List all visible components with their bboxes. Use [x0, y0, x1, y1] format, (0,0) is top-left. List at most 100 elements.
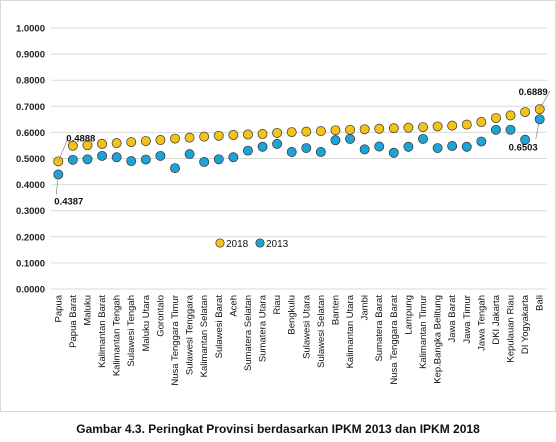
point-2018-kep-bangka-belitung [432, 121, 443, 132]
y-tick-label: 0.1000 [16, 258, 45, 269]
point-2013-jawa-timur [461, 141, 472, 152]
point-2013-sulawesi-tenggara [184, 149, 195, 160]
x-tick-label: Papua Barat [68, 295, 79, 348]
point-2018-banten [330, 125, 341, 136]
point-2013-jawa-tengah [476, 136, 487, 147]
point-2013-riau [272, 138, 283, 149]
point-2018-sulawesi-utara [301, 126, 312, 137]
point-2018-sulawesi-tenggara [184, 132, 195, 143]
x-tick-label: Sumatera Barat [374, 295, 385, 362]
x-tick-label: Nusa Tenggara Barat [389, 295, 400, 385]
x-tick-label: Jawa Timur [462, 295, 473, 344]
gridlines [51, 27, 547, 290]
legend: 2018 2013 [215, 238, 289, 250]
annotation-label: 0.4387 [54, 196, 83, 207]
y-tick-label: 0.8000 [16, 76, 45, 87]
point-2013-kep-bangka-belitung [432, 143, 443, 154]
point-2018-maluku-utara [140, 136, 151, 146]
y-tick-label: 0.0000 [16, 285, 45, 296]
annotation-label: 0.4888 [66, 133, 95, 144]
x-tick-label: Jawa Tengah [476, 295, 487, 351]
x-tick-label: Sulawesi Utara [301, 294, 312, 359]
y-tick-label: 0.2000 [16, 232, 45, 243]
x-tick-label: Kalimantan Selatan [199, 295, 210, 377]
point-2013-sulawesi-utara [301, 143, 312, 154]
x-tick-label: Sumatera Utara [258, 294, 269, 362]
point-2018-jawa-timur [461, 119, 472, 130]
point-2013-papua-barat [67, 154, 78, 165]
x-tick-label: Kalimantan Utara [345, 294, 356, 368]
y-tick-label: 0.5000 [16, 154, 45, 165]
x-tick-label: Lampung [403, 295, 414, 335]
point-2013-nusa-tenggara-timur [170, 163, 180, 174]
y-axis-ticks: 0.0000 0.1000 0.2000 0.3000 0.4000 0.5000 0.60… [16, 24, 45, 296]
point-2018-maluku [82, 140, 93, 151]
annotation-label: 0.6889 [519, 87, 548, 98]
point-2018-sulawesi-barat [213, 130, 224, 141]
point-2018-dki-jakarta [490, 113, 501, 123]
point-2013-maluku [82, 154, 93, 165]
point-2018-jawa-tengah [476, 117, 487, 127]
point-2018-sumatera-utara [257, 129, 268, 139]
annotation-leader [535, 119, 541, 140]
x-tick-label: DI Yogyakarta [520, 294, 531, 354]
x-tick-label: Kep.Bangka Belitung [433, 295, 444, 384]
point-2013-jambi [359, 144, 370, 155]
legend-marker-2013 [255, 238, 265, 248]
point-2018-papua-barat [67, 140, 78, 151]
x-tick-label: Jambi [360, 295, 371, 320]
x-tick-label: Kepulauan Riau [506, 295, 517, 363]
legend-marker-2018 [215, 238, 225, 248]
point-2013-sulawesi-selatan [315, 147, 326, 157]
point-2013-sulawesi-barat [213, 154, 224, 165]
point-2018-sulawesi-selatan [315, 126, 326, 137]
legend-label-2013: 2013 [266, 239, 289, 250]
point-2018-sulawesi-tengah [126, 137, 137, 148]
x-tick-label: Nusa Tenggara Timur [170, 295, 181, 386]
y-tick-label: 0.4000 [16, 180, 45, 191]
x-tick-label: Bengkulu [287, 295, 298, 335]
point-2013-sumatera-barat [374, 141, 385, 152]
point-2013-sumatera-utara [257, 141, 268, 152]
point-2018-riau [272, 127, 283, 138]
point-2013-bengkulu [286, 147, 297, 157]
point-2018-kalimantan-barat [97, 138, 108, 149]
x-tick-label: DKI Jakarta [491, 294, 502, 344]
point-2013-gorontalo [155, 150, 166, 161]
point-2013-maluku-utara [140, 154, 151, 165]
data-points [53, 104, 545, 180]
point-2018-kalimantan-tengah [111, 138, 122, 149]
point-2013-di-yogyakarta [520, 134, 531, 145]
x-tick-label: Maluku [82, 295, 93, 326]
point-2013-kepulauan-riau [505, 124, 516, 135]
x-tick-label: Kalimantan Timur [418, 295, 429, 369]
point-2018-kalimantan-selatan [199, 131, 210, 142]
x-tick-label: Sulawesi Tengah [126, 295, 137, 367]
x-tick-label: Papua [53, 294, 64, 322]
point-2018-lampung [403, 122, 414, 133]
x-tick-label: Sumatera Selatan [243, 295, 254, 371]
ipkm-chart: 0.0000 0.1000 0.2000 0.3000 0.4000 0.5000 0.60… [16, 24, 551, 386]
point-2013-kalimantan-selatan [199, 156, 210, 167]
point-2018-nusa-tenggara-barat [388, 123, 399, 134]
y-tick-label: 0.3000 [16, 206, 45, 217]
point-2018-gorontalo [155, 135, 166, 145]
x-tick-label: Jawa Barat [447, 295, 458, 343]
y-tick-label: 1.0000 [16, 24, 45, 35]
point-2018-jambi [359, 124, 370, 135]
x-tick-label: Kalimantan Tengah [112, 295, 123, 376]
figure-caption: Gambar 4.3. Peringkat Provinsi berdasark… [76, 422, 480, 436]
point-2018-sumatera-barat [374, 123, 385, 134]
chart-frame: 0.0000 0.1000 0.2000 0.3000 0.4000 0.5000 0.60… [0, 0, 556, 412]
point-2018-bengkulu [286, 127, 297, 138]
point-2013-dki-jakarta [490, 124, 501, 135]
y-tick-label: 0.6000 [16, 128, 45, 139]
x-tick-label: Maluku Utara [141, 294, 152, 351]
x-tick-label: Sulawesi Selatan [316, 295, 327, 368]
point-2018-sumatera-selatan [242, 129, 253, 140]
point-2018-nusa-tenggara-timur [170, 133, 180, 144]
x-tick-label: Gorontalo [155, 295, 166, 337]
point-2013-banten [330, 135, 341, 146]
legend-label-2018: 2018 [226, 239, 249, 250]
x-tick-label: Riau [272, 295, 283, 315]
